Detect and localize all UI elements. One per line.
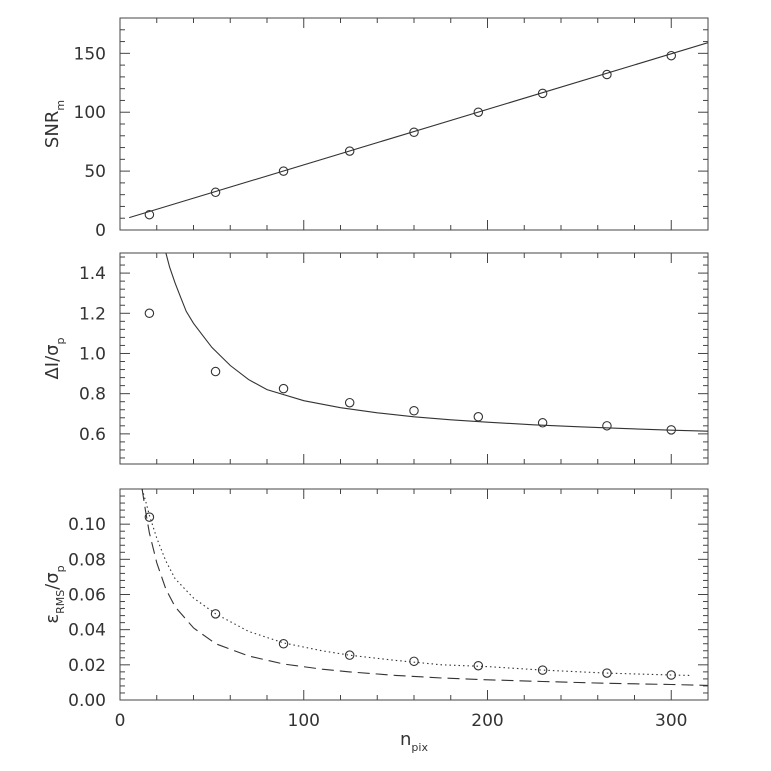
plot-frame [119, 17, 709, 231]
x-axis-label: npix [400, 729, 428, 754]
y-tick-label: 150 [74, 44, 106, 64]
dashed-curve [141, 489, 708, 686]
data-point [537, 418, 548, 428]
x-tick-label: 200 [471, 711, 503, 731]
y-tick-label: 0.02 [68, 656, 106, 676]
data-point [473, 107, 484, 117]
y-tick-label: 0.06 [68, 586, 106, 606]
y-tick-label: 1.2 [79, 304, 106, 324]
x-tick-label: 100 [288, 711, 320, 731]
y-tick-label: 0.6 [79, 425, 106, 445]
y-tick-label: 1.4 [79, 264, 106, 284]
data-point [666, 50, 676, 61]
data-point [144, 512, 155, 522]
data-point [144, 209, 155, 220]
plot-frame [119, 252, 709, 465]
y-tick-label: 100 [74, 103, 106, 123]
y-axis-label: εRMS/σp [42, 565, 67, 623]
data-point [278, 383, 289, 394]
plot-frame [119, 488, 709, 701]
panel-snr: 0 50 100 150 SNRm [42, 17, 709, 241]
y-axis-label: SNRm [42, 100, 67, 148]
data-point [473, 660, 484, 671]
data-point [210, 366, 221, 377]
data-point [144, 308, 155, 319]
data-point [537, 665, 548, 675]
y-tick-label: 0 [95, 221, 106, 241]
data-point [602, 421, 612, 431]
data-point [278, 638, 289, 649]
data-point [344, 397, 355, 408]
y-tick-label: 0.8 [79, 385, 106, 405]
y-tick-label: 1.0 [79, 344, 106, 364]
panel-delta-i: 0.6 0.8 1.0 1.2 1.4 ΔI/σp [42, 252, 709, 465]
x-tick-label: 0 [115, 711, 126, 731]
y-tick-label: 0.00 [68, 691, 106, 711]
y-tick-label: 0.10 [68, 515, 106, 535]
y-tick-label: 0.04 [68, 621, 106, 641]
data-point [473, 412, 484, 422]
panel-epsilon-rms: 0.00 0.02 0.04 0.06 0.08 0.10 0 100 200 300 εRMS/σ… [42, 488, 709, 754]
data-point [278, 166, 289, 176]
data-point [210, 609, 221, 619]
data-point [344, 146, 355, 156]
data-point [344, 650, 355, 660]
y-tick-label: 50 [84, 162, 106, 182]
data-point [409, 405, 419, 416]
data-point [409, 656, 419, 667]
x-tick-label: 300 [655, 711, 687, 731]
y-tick-label: 0.08 [68, 550, 106, 570]
solid-curve [129, 42, 708, 219]
y-axis-label: ΔI/σp [42, 337, 67, 379]
solid-curve [165, 253, 708, 432]
